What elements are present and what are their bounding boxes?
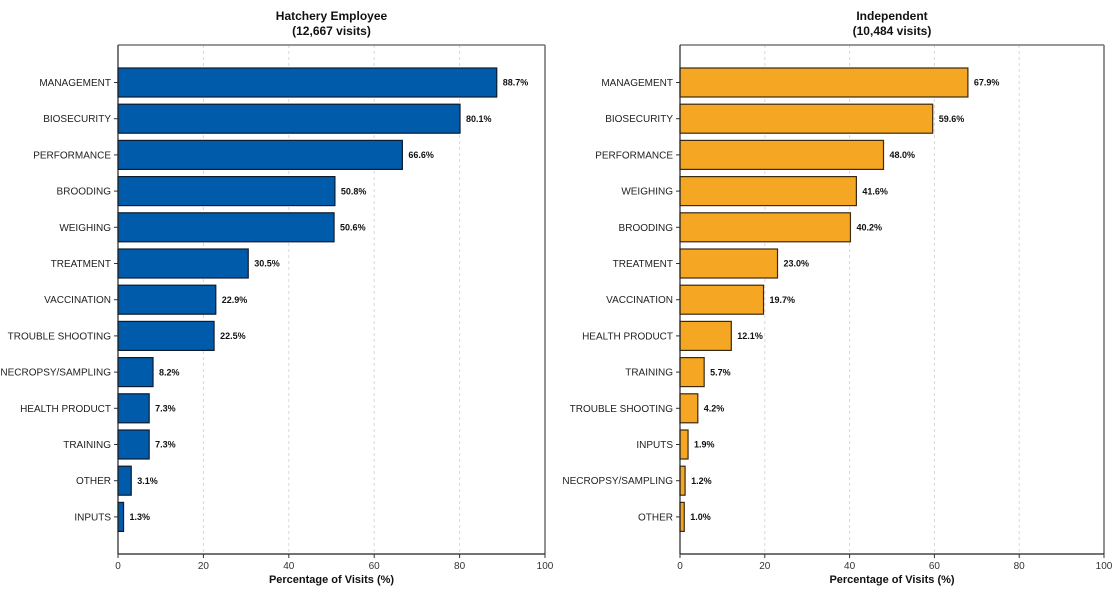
chart-subtitle: (12,667 visits) xyxy=(292,24,371,38)
y-tick-label: OTHER xyxy=(76,476,111,487)
bar xyxy=(679,465,686,496)
bar xyxy=(679,67,969,98)
data-label: 7.3% xyxy=(155,440,176,450)
bar xyxy=(117,429,150,460)
y-tick-label: TRAINING xyxy=(63,440,111,451)
y-tick-label: MANAGEMENT xyxy=(39,78,111,89)
panel-independent: Independent(10,484 visits) MANAGEMENT 67.9… xyxy=(562,9,1112,586)
bar xyxy=(117,501,125,532)
bar xyxy=(117,284,217,315)
y-tick-label: BROODING xyxy=(57,187,112,198)
data-label: 12.1% xyxy=(737,331,763,341)
y-tick-label: HEALTH PRODUCT xyxy=(20,404,111,415)
y-tick-label: WEIGHING xyxy=(621,187,673,198)
data-label: 50.8% xyxy=(341,186,367,196)
bar xyxy=(679,176,857,207)
data-label: 22.9% xyxy=(222,295,248,305)
bar xyxy=(679,103,934,134)
bar xyxy=(679,212,852,243)
x-tick-label: 60 xyxy=(369,561,381,572)
x-tick-label: 20 xyxy=(759,561,771,572)
data-label: 1.2% xyxy=(691,476,712,486)
y-tick-label: NECROPSY/SAMPLING xyxy=(0,368,111,379)
data-label: 22.5% xyxy=(220,331,246,341)
data-label: 66.6% xyxy=(408,150,434,160)
bar xyxy=(679,284,765,315)
x-tick-label: 80 xyxy=(1014,561,1026,572)
y-tick-label: PERFORMANCE xyxy=(33,150,111,161)
bar xyxy=(679,357,705,388)
x-axis-label: Percentage of Visits (%) xyxy=(269,574,394,586)
data-label: 67.9% xyxy=(974,78,1000,88)
x-axis-label: Percentage of Visits (%) xyxy=(829,574,954,586)
data-label: 19.7% xyxy=(770,295,796,305)
bar xyxy=(117,67,498,98)
bar xyxy=(679,248,779,279)
y-tick-label: MANAGEMENT xyxy=(601,78,673,89)
data-label: 40.2% xyxy=(856,223,882,233)
bar xyxy=(679,501,685,532)
y-tick-label: TREATMENT xyxy=(51,259,111,270)
data-label: 50.6% xyxy=(340,223,366,233)
bar xyxy=(117,320,215,351)
y-tick-label: BIOSECURITY xyxy=(605,114,673,125)
bar xyxy=(679,429,689,460)
data-label: 41.6% xyxy=(862,186,888,196)
data-label: 3.1% xyxy=(137,476,158,486)
bar xyxy=(679,320,732,351)
x-tick-label: 80 xyxy=(454,561,466,572)
y-tick-label: INPUTS xyxy=(74,512,111,523)
data-label: 7.3% xyxy=(155,404,176,414)
y-tick-label: BROODING xyxy=(619,223,674,234)
y-tick-label: WEIGHING xyxy=(59,223,111,234)
data-label: 1.9% xyxy=(694,440,715,450)
x-tick-label: 40 xyxy=(844,561,856,572)
y-tick-label: TROUBLE SHOOTING xyxy=(8,331,112,342)
data-label: 5.7% xyxy=(710,367,731,377)
chart-title: Independent xyxy=(856,9,927,23)
y-tick-label: NECROPSY/SAMPLING xyxy=(562,476,673,487)
data-label: 4.2% xyxy=(704,404,725,414)
chart-subtitle: (10,484 visits) xyxy=(853,24,932,38)
bar xyxy=(117,465,132,496)
x-tick-label: 40 xyxy=(283,561,295,572)
y-tick-label: BIOSECURITY xyxy=(43,114,111,125)
bar xyxy=(679,139,885,170)
data-label: 1.3% xyxy=(130,512,151,522)
bar xyxy=(117,357,154,388)
y-tick-label: VACCINATION xyxy=(44,295,111,306)
y-tick-label: VACCINATION xyxy=(606,295,673,306)
y-tick-label: PERFORMANCE xyxy=(595,150,673,161)
x-tick-label: 0 xyxy=(677,561,683,572)
bar xyxy=(117,248,249,279)
bar xyxy=(117,176,336,207)
data-label: 80.1% xyxy=(466,114,492,124)
y-tick-label: OTHER xyxy=(638,512,673,523)
bar xyxy=(117,212,335,243)
bar xyxy=(117,103,461,134)
x-tick-label: 100 xyxy=(1096,561,1113,572)
data-label: 88.7% xyxy=(503,78,529,88)
y-tick-label: HEALTH PRODUCT xyxy=(582,331,673,342)
data-label: 30.5% xyxy=(254,259,280,269)
bar xyxy=(679,393,699,424)
y-tick-label: TREATMENT xyxy=(613,259,673,270)
x-tick-label: 100 xyxy=(537,561,554,572)
data-label: 1.0% xyxy=(690,512,711,522)
y-tick-label: TRAINING xyxy=(625,368,673,379)
x-tick-label: 0 xyxy=(115,561,121,572)
x-tick-label: 20 xyxy=(198,561,210,572)
bar xyxy=(117,393,150,424)
y-tick-label: TROUBLE SHOOTING xyxy=(570,404,674,415)
data-label: 48.0% xyxy=(890,150,916,160)
chart-title: Hatchery Employee xyxy=(276,9,388,23)
data-label: 23.0% xyxy=(784,259,810,269)
x-tick-label: 60 xyxy=(929,561,941,572)
y-tick-label: INPUTS xyxy=(636,440,673,451)
panel-hatchery-employee: Hatchery Employee(12,667 visits) MANAGEME… xyxy=(0,9,553,586)
data-label: 8.2% xyxy=(159,367,180,377)
bar xyxy=(117,139,403,170)
data-label: 59.6% xyxy=(939,114,965,124)
